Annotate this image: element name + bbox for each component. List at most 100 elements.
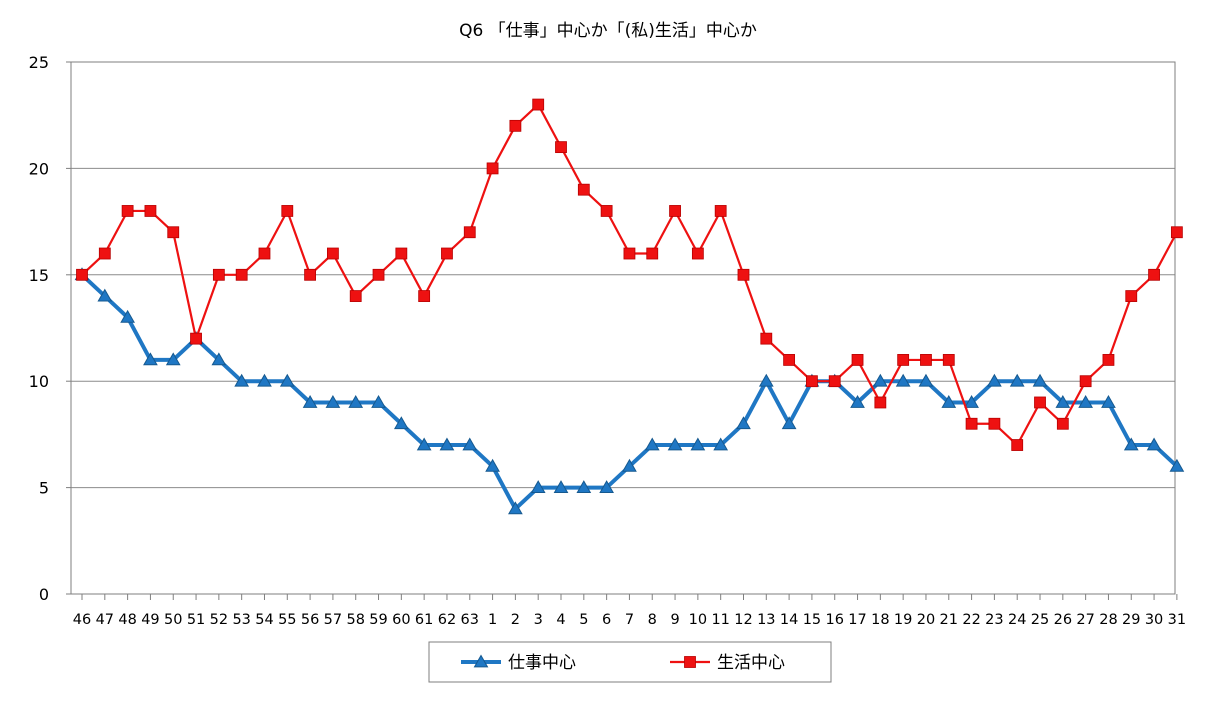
x-tick-label-53: 53 [232,612,250,628]
chart-title: Q6 「仕事」中心か「(私)生活」中心か [459,21,757,41]
point-life-5 [577,183,590,196]
series-life [76,98,1183,451]
x-tick-label-59: 59 [369,612,387,628]
point-life-59 [372,268,385,281]
x-tick-label-17: 17 [848,612,866,628]
point-life-57 [327,247,339,260]
x-tick-label-63: 63 [461,612,479,628]
point-work-10 [690,437,706,451]
y-tick-label-20: 20 [29,159,49,178]
point-life-28 [1102,354,1115,366]
x-tick-label-6: 6 [602,612,611,628]
legend-label-work: 仕事中心 [508,653,576,673]
point-work-61 [416,437,432,451]
point-work-3 [530,480,546,493]
x-tick-label-55: 55 [278,612,296,628]
point-work-22 [964,394,979,408]
x-tick-label-13: 13 [757,612,775,628]
point-work-7 [622,458,637,472]
point-life-63 [463,226,476,239]
point-work-28 [1101,394,1116,408]
point-life-27 [1079,375,1092,388]
y-tick-label-15: 15 [29,266,49,285]
point-work-29 [1123,437,1139,451]
x-tick-label-1: 1 [488,612,497,628]
point-life-60 [395,247,408,260]
x-tick-label-22: 22 [962,612,980,628]
point-work-24 [1009,373,1025,387]
point-work-20 [918,373,934,387]
x-tick-label-30: 30 [1145,612,1163,628]
point-life-30 [1148,268,1160,281]
point-life-20 [920,354,932,366]
legend-marker-work [473,654,489,668]
x-axis: 46 47 48 49 50 51 52 53 54 55 56 57 58 59 60 61 62 63 1 2 3 4… [73,594,1186,628]
point-life-56 [304,268,316,281]
x-tick-label-5: 5 [579,612,588,628]
x-tick-label-15: 15 [803,612,821,628]
legend: 仕事中心 生活中心 [428,641,832,683]
point-work-27 [1078,394,1093,408]
point-work-5 [576,480,592,493]
point-work-25 [1032,373,1048,387]
point-work-13 [758,373,774,387]
point-work-1 [485,458,500,472]
x-tick-label-28: 28 [1099,612,1117,628]
x-tick-label-3: 3 [534,612,543,628]
x-tick-label-54: 54 [255,612,273,628]
point-life-12 [737,268,750,281]
x-tick-label-20: 20 [917,612,935,628]
point-life-46 [76,268,88,281]
legend-marker-life [684,656,696,668]
x-tick-label-8: 8 [648,612,657,628]
point-work-60 [393,416,409,430]
x-tick-label-10: 10 [689,612,707,628]
x-tick-label-7: 7 [625,612,634,628]
point-life-13 [760,332,773,345]
point-life-16 [828,375,841,388]
x-tick-label-31: 31 [1168,612,1186,628]
point-life-51 [190,332,202,345]
series-layer [74,98,1185,515]
x-tick-label-23: 23 [985,612,1003,628]
x-tick-label-29: 29 [1122,612,1140,628]
point-work-62 [439,437,455,451]
x-tick-label-21: 21 [940,612,958,628]
point-life-22 [965,417,978,430]
x-tick-label-60: 60 [392,612,410,628]
point-life-4 [555,141,567,154]
y-tick-label-0: 0 [39,585,49,604]
x-tick-label-51: 51 [187,612,205,628]
x-tick-label-48: 48 [118,612,136,628]
x-tick-label-19: 19 [894,612,912,628]
x-tick-label-50: 50 [164,612,182,628]
point-work-57 [325,394,341,408]
point-work-12 [736,416,751,430]
point-life-14 [783,354,796,366]
point-life-23 [988,417,1001,430]
point-life-10 [691,247,704,260]
point-work-52 [211,352,227,366]
point-life-24 [1011,439,1024,451]
point-work-59 [371,394,386,408]
x-tick-label-62: 62 [438,612,456,628]
point-work-6 [599,480,614,493]
point-work-17 [850,394,865,408]
plot-area-border [70,61,1176,595]
y-tick-label-5: 5 [39,479,49,498]
x-tick-label-58: 58 [346,612,364,628]
point-life-2 [509,119,522,132]
point-work-58 [348,394,364,408]
point-life-8 [646,247,659,260]
point-work-30 [1146,437,1162,451]
point-life-17 [851,354,864,366]
grid-lines [71,167,1175,489]
legend-label-life: 生活中心 [717,653,785,673]
point-work-31 [1169,458,1185,472]
point-life-29 [1125,290,1138,302]
point-work-21 [941,394,957,408]
point-work-63 [462,437,478,451]
x-tick-label-9: 9 [670,612,679,628]
point-work-26 [1055,394,1071,408]
